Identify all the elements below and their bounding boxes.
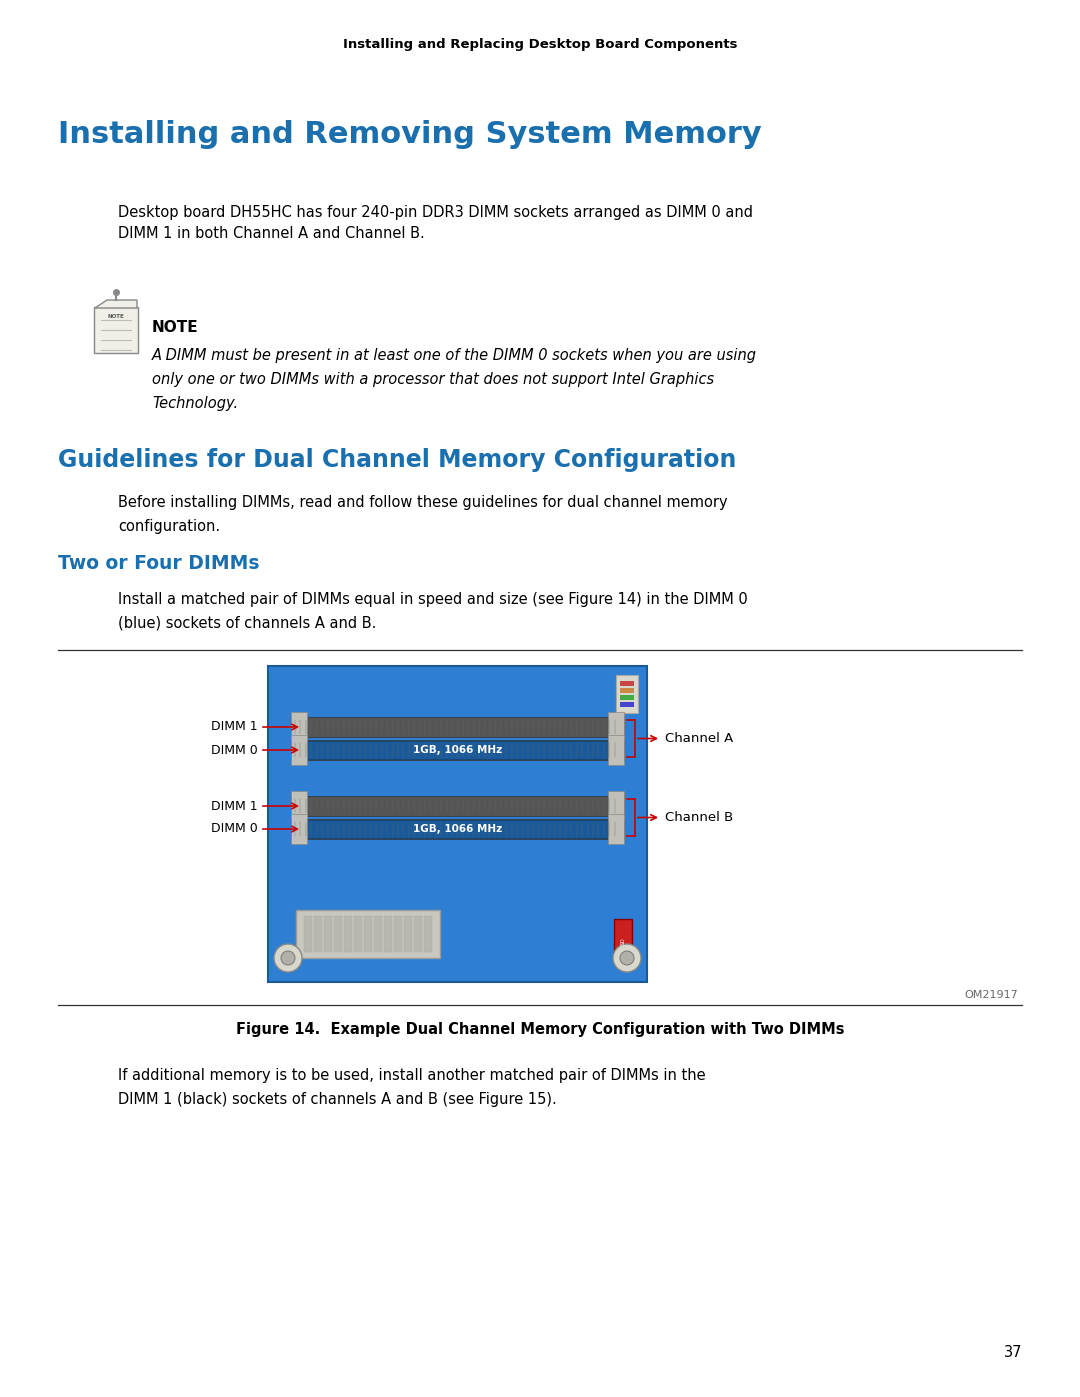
Text: DIMM 1: DIMM 1: [212, 721, 258, 733]
FancyBboxPatch shape: [608, 814, 624, 844]
Text: DIMM 1: DIMM 1: [212, 799, 258, 813]
Text: 37: 37: [1003, 1345, 1022, 1361]
Circle shape: [274, 944, 302, 972]
FancyBboxPatch shape: [291, 814, 307, 844]
Circle shape: [281, 951, 295, 965]
Text: Channel A: Channel A: [665, 732, 733, 745]
FancyBboxPatch shape: [615, 919, 632, 963]
Text: Two or Four DIMMs: Two or Four DIMMs: [58, 555, 259, 573]
FancyBboxPatch shape: [616, 675, 638, 712]
FancyBboxPatch shape: [305, 820, 610, 838]
FancyBboxPatch shape: [608, 712, 624, 742]
FancyBboxPatch shape: [374, 916, 382, 951]
Text: OM21917: OM21917: [964, 990, 1018, 1000]
FancyBboxPatch shape: [345, 916, 352, 951]
FancyBboxPatch shape: [424, 916, 432, 951]
Text: If additional memory is to be used, install another matched pair of DIMMs in the: If additional memory is to be used, inst…: [118, 1067, 705, 1083]
Text: 1GB, 1066 MHz: 1GB, 1066 MHz: [413, 745, 502, 754]
FancyBboxPatch shape: [394, 916, 402, 951]
Circle shape: [613, 944, 642, 972]
FancyBboxPatch shape: [291, 735, 307, 766]
Text: configuration.: configuration.: [118, 520, 220, 534]
FancyBboxPatch shape: [414, 916, 422, 951]
Text: (blue) sockets of channels A and B.: (blue) sockets of channels A and B.: [118, 616, 376, 631]
FancyBboxPatch shape: [291, 791, 307, 821]
Text: NOTE: NOTE: [152, 320, 199, 335]
Text: Installing and Removing System Memory: Installing and Removing System Memory: [58, 120, 761, 149]
FancyBboxPatch shape: [384, 916, 392, 951]
Text: Guidelines for Dual Channel Memory Configuration: Guidelines for Dual Channel Memory Confi…: [58, 448, 737, 472]
FancyBboxPatch shape: [291, 717, 624, 738]
Text: DIMM 0: DIMM 0: [212, 743, 258, 757]
FancyBboxPatch shape: [305, 740, 610, 759]
FancyBboxPatch shape: [364, 916, 372, 951]
Text: Channel B: Channel B: [665, 812, 733, 824]
Text: Before installing DIMMs, read and follow these guidelines for dual channel memor: Before installing DIMMs, read and follow…: [118, 495, 728, 510]
FancyBboxPatch shape: [334, 916, 342, 951]
FancyBboxPatch shape: [608, 735, 624, 766]
Text: A DIMM must be present in at least one of the DIMM 0 sockets when you are using: A DIMM must be present in at least one o…: [152, 348, 757, 363]
Text: DIMM 1 (black) sockets of channels A and B (see Figure 15).: DIMM 1 (black) sockets of channels A and…: [118, 1092, 557, 1106]
Text: only one or two DIMMs with a processor that does not support Intel Graphics: only one or two DIMMs with a processor t…: [152, 372, 714, 387]
FancyBboxPatch shape: [620, 694, 634, 700]
Text: NOTE: NOTE: [108, 313, 124, 319]
FancyBboxPatch shape: [620, 680, 634, 686]
FancyBboxPatch shape: [324, 916, 332, 951]
FancyBboxPatch shape: [303, 916, 312, 951]
Text: Desktop board DH55HC has four 240-pin DDR3 DIMM sockets arranged as DIMM 0 and
D: Desktop board DH55HC has four 240-pin DD…: [118, 205, 753, 242]
FancyBboxPatch shape: [94, 307, 138, 353]
Text: Technology.: Technology.: [152, 395, 238, 411]
FancyBboxPatch shape: [620, 687, 634, 693]
Circle shape: [620, 951, 634, 965]
FancyBboxPatch shape: [314, 916, 322, 951]
FancyBboxPatch shape: [404, 916, 411, 951]
Polygon shape: [95, 300, 137, 307]
FancyBboxPatch shape: [608, 791, 624, 821]
Text: Install a matched pair of DIMMs equal in speed and size (see Figure 14) in the D: Install a matched pair of DIMMs equal in…: [118, 592, 747, 608]
FancyBboxPatch shape: [296, 909, 440, 958]
FancyBboxPatch shape: [620, 703, 634, 707]
Text: DIMM 0: DIMM 0: [212, 823, 258, 835]
FancyBboxPatch shape: [291, 819, 624, 840]
Text: SD: SD: [621, 937, 625, 944]
FancyBboxPatch shape: [291, 740, 624, 760]
Text: Installing and Replacing Desktop Board Components: Installing and Replacing Desktop Board C…: [342, 38, 738, 52]
FancyBboxPatch shape: [291, 712, 307, 742]
Text: 1GB, 1066 MHz: 1GB, 1066 MHz: [413, 824, 502, 834]
FancyBboxPatch shape: [354, 916, 362, 951]
Text: Figure 14.  Example Dual Channel Memory Configuration with Two DIMMs: Figure 14. Example Dual Channel Memory C…: [235, 1023, 845, 1037]
FancyBboxPatch shape: [268, 666, 647, 982]
FancyBboxPatch shape: [291, 796, 624, 816]
